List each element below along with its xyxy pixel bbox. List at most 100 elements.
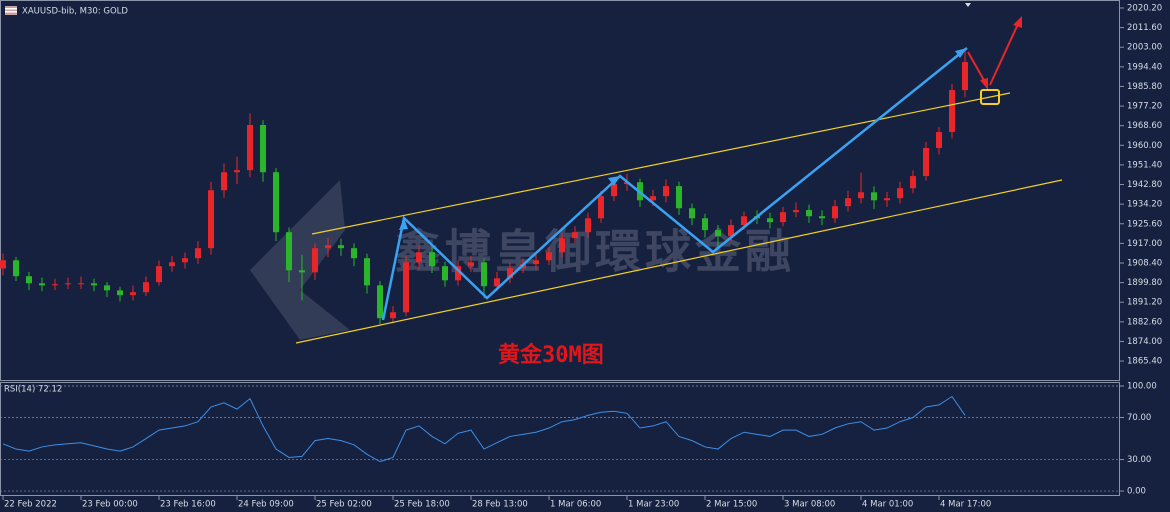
channel-upper (311, 92, 1011, 235)
candle-body (364, 258, 370, 286)
red-arrow (967, 51, 986, 83)
drawings (295, 3, 1063, 344)
candle-body (936, 132, 942, 149)
x-tick-label: 3 Mar 08:00 (784, 500, 835, 510)
candle-body (312, 248, 318, 273)
red-arrow (989, 23, 1019, 86)
candle-body (52, 284, 58, 286)
candle-body (221, 172, 227, 191)
candle-body (260, 124, 266, 173)
candle-body (923, 148, 929, 177)
highlight-box (980, 89, 1000, 105)
candle-body (533, 260, 539, 265)
candle-body (468, 262, 474, 267)
candle-body (494, 278, 500, 287)
x-tick-label: 23 Feb 16:00 (160, 500, 216, 510)
candle-body (182, 258, 188, 263)
y-tick-label: 0.00 (1127, 487, 1146, 497)
candle-body (858, 192, 864, 199)
y-tick-label: 1899.80 (1127, 278, 1162, 288)
candle-body (767, 218, 773, 223)
zigzag (381, 47, 968, 321)
candle-body (325, 245, 331, 249)
arrow-head (955, 48, 967, 58)
candle-body (689, 208, 695, 219)
candle-body (910, 176, 916, 189)
y-tick-label: 2003.00 (1127, 43, 1162, 53)
candle-body (0, 260, 6, 269)
candle-body (169, 262, 175, 267)
candle-body (702, 218, 708, 231)
annotation: 黄金30M图 (498, 342, 604, 368)
y-tick-label: 1891.20 (1127, 298, 1162, 308)
candle-body (546, 252, 552, 261)
x-tick-label: 25 Feb 02:00 (316, 500, 372, 510)
candle-body (390, 312, 396, 319)
candle-body (832, 206, 838, 219)
x-tick-label: 23 Feb 00:00 (82, 500, 138, 510)
y-tick-label: 1934.20 (1127, 200, 1162, 210)
y-tick-label: 1865.40 (1127, 357, 1162, 367)
candle-body (130, 292, 136, 296)
price-marker (965, 3, 971, 7)
candle-body (507, 268, 513, 279)
chart-title: XAUUSD-bib, M30: GOLD (22, 7, 128, 17)
y-tick-label: 2011.60 (1127, 23, 1162, 33)
flag-icon (5, 6, 17, 15)
candle-body (598, 196, 604, 219)
candle-body (156, 266, 162, 283)
candle-body (871, 192, 877, 201)
y-tick-label: 1942.80 (1127, 180, 1162, 190)
y-tick-label: 30.00 (1127, 455, 1151, 465)
candle-body (377, 285, 383, 319)
candle-body (39, 283, 45, 286)
candle-body (728, 225, 734, 237)
rsi-line (2, 395, 966, 463)
candle-body (741, 216, 747, 226)
candle-body (234, 170, 240, 173)
candle-body (117, 290, 123, 296)
y-tick-label: 1925.60 (1127, 219, 1162, 229)
candle-body (195, 248, 201, 259)
y-tick-label: 2020.20 (1127, 3, 1162, 13)
arrow-head (1013, 16, 1022, 28)
y-tick-label: 1985.80 (1127, 82, 1162, 92)
candle-body (338, 245, 344, 249)
y-tick-label: 1917.00 (1127, 239, 1162, 249)
x-tick-label: 22 Feb 2022 (4, 500, 57, 510)
candle-body (26, 276, 32, 284)
candle-body (143, 282, 149, 293)
candle-body (455, 266, 461, 281)
x-tick-label: 25 Feb 18:00 (394, 500, 450, 510)
rsi-panel (0, 382, 1120, 496)
y-tick-label: 1874.00 (1127, 337, 1162, 347)
candle-body (78, 283, 84, 285)
candle-body (897, 188, 903, 199)
candle-body (351, 248, 357, 259)
candle-body (559, 238, 565, 253)
x-tick-label: 28 Feb 13:00 (472, 500, 528, 510)
y-tick-label: 1882.60 (1127, 317, 1162, 327)
candle-body (780, 212, 786, 223)
candle-body (715, 230, 721, 237)
y-tick-label: 100.00 (1127, 381, 1157, 391)
candle-body (13, 260, 19, 277)
y-tick-label: 1994.40 (1127, 62, 1162, 72)
candle-body (793, 210, 799, 213)
watermark-logo (250, 180, 350, 340)
candle-body (481, 262, 487, 287)
candle-body (286, 232, 292, 271)
candle-body (247, 124, 253, 171)
x-tick-label: 4 Mar 17:00 (940, 500, 991, 510)
y-tick-label: 1908.40 (1127, 258, 1162, 268)
arrow-head (980, 78, 988, 90)
arrow-head (608, 176, 620, 186)
candle-body (884, 198, 890, 201)
candle-body (65, 283, 71, 285)
price-panel (0, 0, 1120, 381)
y-tick-label: 1951.40 (1127, 160, 1162, 170)
candle-body (403, 262, 409, 313)
rsi-label: RSI(14) 72.12 (4, 385, 62, 395)
y-tick-label: 1960.00 (1127, 141, 1162, 151)
